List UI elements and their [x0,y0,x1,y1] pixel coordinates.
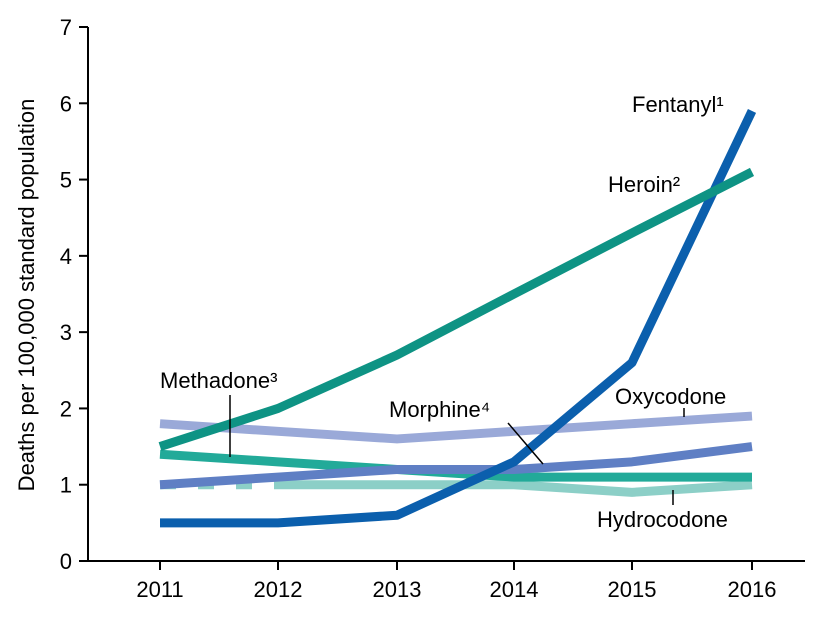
series-label-morphine: Morphine⁴ [389,397,490,422]
y-tick-label: 0 [60,549,72,574]
x-tick-label: 2011 [136,577,183,602]
series-label-methadone: Methadone³ [160,368,277,393]
x-tick-label: 2016 [728,577,777,602]
y-tick-label: 7 [60,15,72,40]
y-axis-title: Deaths per 100,000 standard population [14,99,39,492]
series-layer [158,108,757,528]
x-tick-label: 2014 [490,577,539,602]
series-label-heroin: Heroin² [608,172,680,197]
series-line-morphine [159,442,753,490]
y-tick-label: 1 [60,473,72,498]
series-label-hydrocodone: Hydrocodone [597,507,728,532]
labels-layer: Fentanyl¹ Heroin² Methadone³ Morphine⁴ Oxyco… [160,92,728,532]
y-tick-label: 2 [60,396,72,421]
leader-line-morphine [507,422,544,465]
y-tick-label: 4 [60,244,72,269]
series-line-hydrocodone [278,480,753,497]
series-label-fentanyl: Fentanyl¹ [632,92,724,117]
x-tick-label: 2015 [608,577,657,602]
axes: 0 1 2 3 4 5 6 7 2011 2012 2013 2014 2015 2016 [60,15,805,602]
y-tick-label: 3 [60,320,72,345]
series-label-oxycodone: Oxycodone [615,384,726,409]
series-line-heroin [158,167,755,451]
x-tick-label: 2013 [373,577,422,602]
y-tick-label: 5 [60,168,72,193]
y-tick-label: 6 [60,91,72,116]
series-line-oxycodone [159,411,753,444]
x-tick-label: 2012 [254,577,303,602]
series-line-fentanyl [160,108,757,528]
